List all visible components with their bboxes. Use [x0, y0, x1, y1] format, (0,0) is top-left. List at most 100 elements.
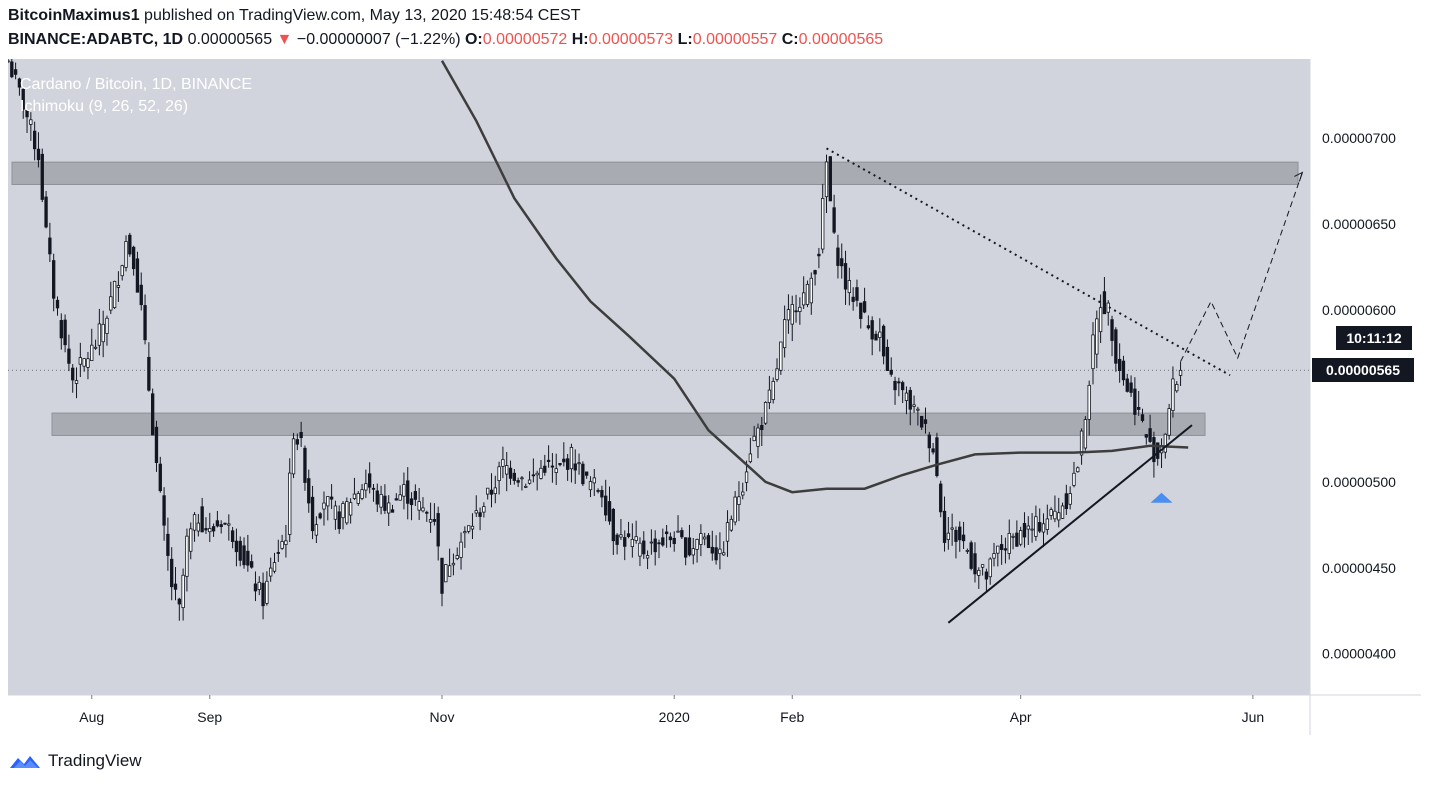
- candle-body: [8, 60, 10, 63]
- candle-body: [524, 485, 528, 488]
- author-name[interactable]: BitcoinMaximus1: [8, 7, 140, 24]
- down-arrow-icon: ▼: [276, 31, 293, 48]
- candle-body: [779, 341, 783, 371]
- candle-body: [718, 548, 722, 555]
- candle-body: [573, 463, 577, 471]
- candle-body: [276, 552, 280, 554]
- candle-body: [862, 301, 867, 313]
- candle-body: [984, 571, 989, 580]
- candle-body: [821, 198, 825, 250]
- candle-body: [961, 534, 966, 542]
- candle-body: [653, 538, 657, 553]
- candle-body: [1030, 528, 1034, 531]
- y-tick-label: 0.00000650: [1322, 216, 1396, 232]
- x-tick-label: Feb: [780, 709, 804, 725]
- candle-body: [466, 525, 471, 532]
- candle-body: [1003, 548, 1008, 551]
- candle-body: [219, 524, 223, 528]
- low-label: L:: [677, 31, 693, 48]
- candle-body: [950, 527, 954, 530]
- descending-resistance-line: [826, 147, 1231, 377]
- price-change: −0.00000007 (−1.22%): [296, 31, 461, 48]
- candle-body: [1083, 419, 1088, 449]
- candle-body: [931, 448, 935, 453]
- candle-body: [676, 530, 680, 533]
- close-value: 0.00000565: [798, 31, 884, 48]
- candle-body: [101, 323, 105, 343]
- candle-body: [763, 402, 768, 424]
- candle-body: [904, 392, 909, 401]
- candle-body: [227, 523, 231, 526]
- last-price-badge: 0.00000565: [1312, 358, 1414, 383]
- candle-body: [520, 477, 524, 480]
- candle-body: [44, 196, 48, 228]
- candle-body: [725, 522, 730, 542]
- candle-body: [318, 513, 322, 519]
- candle-body: [299, 431, 303, 439]
- candle-body: [447, 565, 452, 577]
- candle-body: [550, 465, 555, 468]
- candle-body: [600, 490, 604, 498]
- chart-area[interactable]: 0.00000700 0.00000650 0.00000600 0.00000500…: [8, 59, 1421, 735]
- candle-body: [74, 380, 79, 384]
- candle-body: [67, 348, 71, 364]
- candle-body: [406, 480, 410, 504]
- candle-body: [173, 583, 178, 590]
- candle-body: [166, 533, 170, 556]
- candle-body: [585, 471, 589, 476]
- candle-body: [782, 319, 787, 349]
- high-label: H:: [571, 31, 589, 48]
- tradingview-footer[interactable]: TradingView: [8, 748, 142, 774]
- candle-body: [394, 498, 398, 501]
- candle-body: [1034, 516, 1038, 537]
- candle-body: [71, 367, 75, 381]
- candle-body: [767, 389, 772, 403]
- candle-body: [444, 564, 448, 583]
- candle-body: [29, 119, 33, 125]
- ohlc-legend: BINANCE:ADABTC, 1D 0.00000565 ▼ −0.00000…: [8, 31, 883, 49]
- candle-body: [786, 309, 791, 321]
- candle-body: [432, 519, 437, 522]
- candle-body: [969, 542, 973, 569]
- candle-body: [486, 487, 490, 495]
- candle-body: [836, 247, 840, 266]
- candle-body: [135, 258, 140, 293]
- candle-body: [1064, 493, 1069, 510]
- moving-average-line: [440, 60, 1189, 494]
- candle-body: [965, 549, 970, 552]
- price-chart[interactable]: 0.00000700 0.00000650 0.00000600 0.00000500…: [8, 59, 1421, 735]
- y-tick-label: 0.00000700: [1322, 130, 1396, 146]
- countdown-text: 10:11:12: [1346, 330, 1402, 346]
- candle-body: [139, 284, 143, 306]
- candle-body: [185, 535, 189, 577]
- projected-path: [1180, 172, 1303, 362]
- candle-body: [843, 263, 848, 290]
- candle-body: [973, 553, 977, 575]
- candle-body: [288, 472, 292, 535]
- candle-body: [181, 574, 185, 609]
- candle-body: [516, 480, 520, 483]
- candle-body: [147, 356, 151, 391]
- candle-body: [1152, 437, 1156, 463]
- candle-body: [1114, 329, 1118, 364]
- candle-body: [1091, 334, 1095, 370]
- candle-body: [326, 496, 330, 507]
- open-value: 0.00000572: [482, 31, 568, 48]
- candle-body: [859, 302, 863, 319]
- candle-body: [86, 358, 90, 368]
- candle-body: [1178, 369, 1183, 376]
- candle-body: [463, 531, 467, 534]
- candle-body: [105, 317, 109, 334]
- projection-arrowhead: [1294, 171, 1304, 182]
- candle-body: [234, 540, 239, 553]
- candle-body: [120, 265, 124, 277]
- candle-body: [642, 540, 646, 555]
- candle-body: [1076, 467, 1080, 473]
- candle-body: [131, 246, 136, 270]
- candle-body: [1087, 384, 1091, 420]
- tradingview-brand: TradingView: [48, 751, 142, 770]
- candle-body: [230, 530, 235, 542]
- candle-body: [32, 130, 37, 150]
- candle-body: [954, 529, 958, 542]
- candle-body: [760, 425, 764, 431]
